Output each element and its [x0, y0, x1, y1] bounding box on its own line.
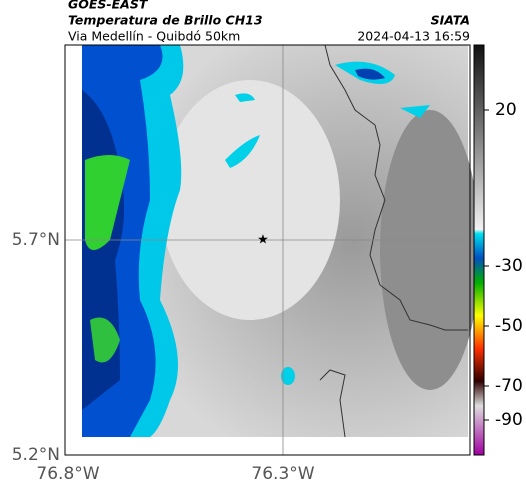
lat-label: 5.2°N [12, 445, 60, 465]
datetime: 2024-04-13 16:59 [357, 29, 470, 44]
lon-label: 76.8°W [36, 464, 99, 484]
lat-label: 5.7°N [12, 230, 60, 250]
product: Temperatura de Brillo CH13 [68, 13, 263, 28]
colorbar-label: -70 [495, 376, 523, 396]
svg-text:★: ★ [257, 233, 269, 248]
colorbar-label: -30 [495, 256, 523, 276]
colorbar-label: 20 [495, 100, 517, 120]
lon-label: 76.3°W [251, 464, 314, 484]
satellite: GOES-EAST [68, 0, 149, 12]
colorbar: 20 -30 -50 -70 -90 [473, 44, 523, 456]
source: SIATA [431, 13, 470, 28]
colorbar-label: -90 [495, 410, 523, 430]
location: Via Medellín - Quibdó 50km [68, 29, 240, 44]
colorbar-label: -50 [495, 316, 523, 336]
satellite-image: ★ [64, 44, 480, 456]
